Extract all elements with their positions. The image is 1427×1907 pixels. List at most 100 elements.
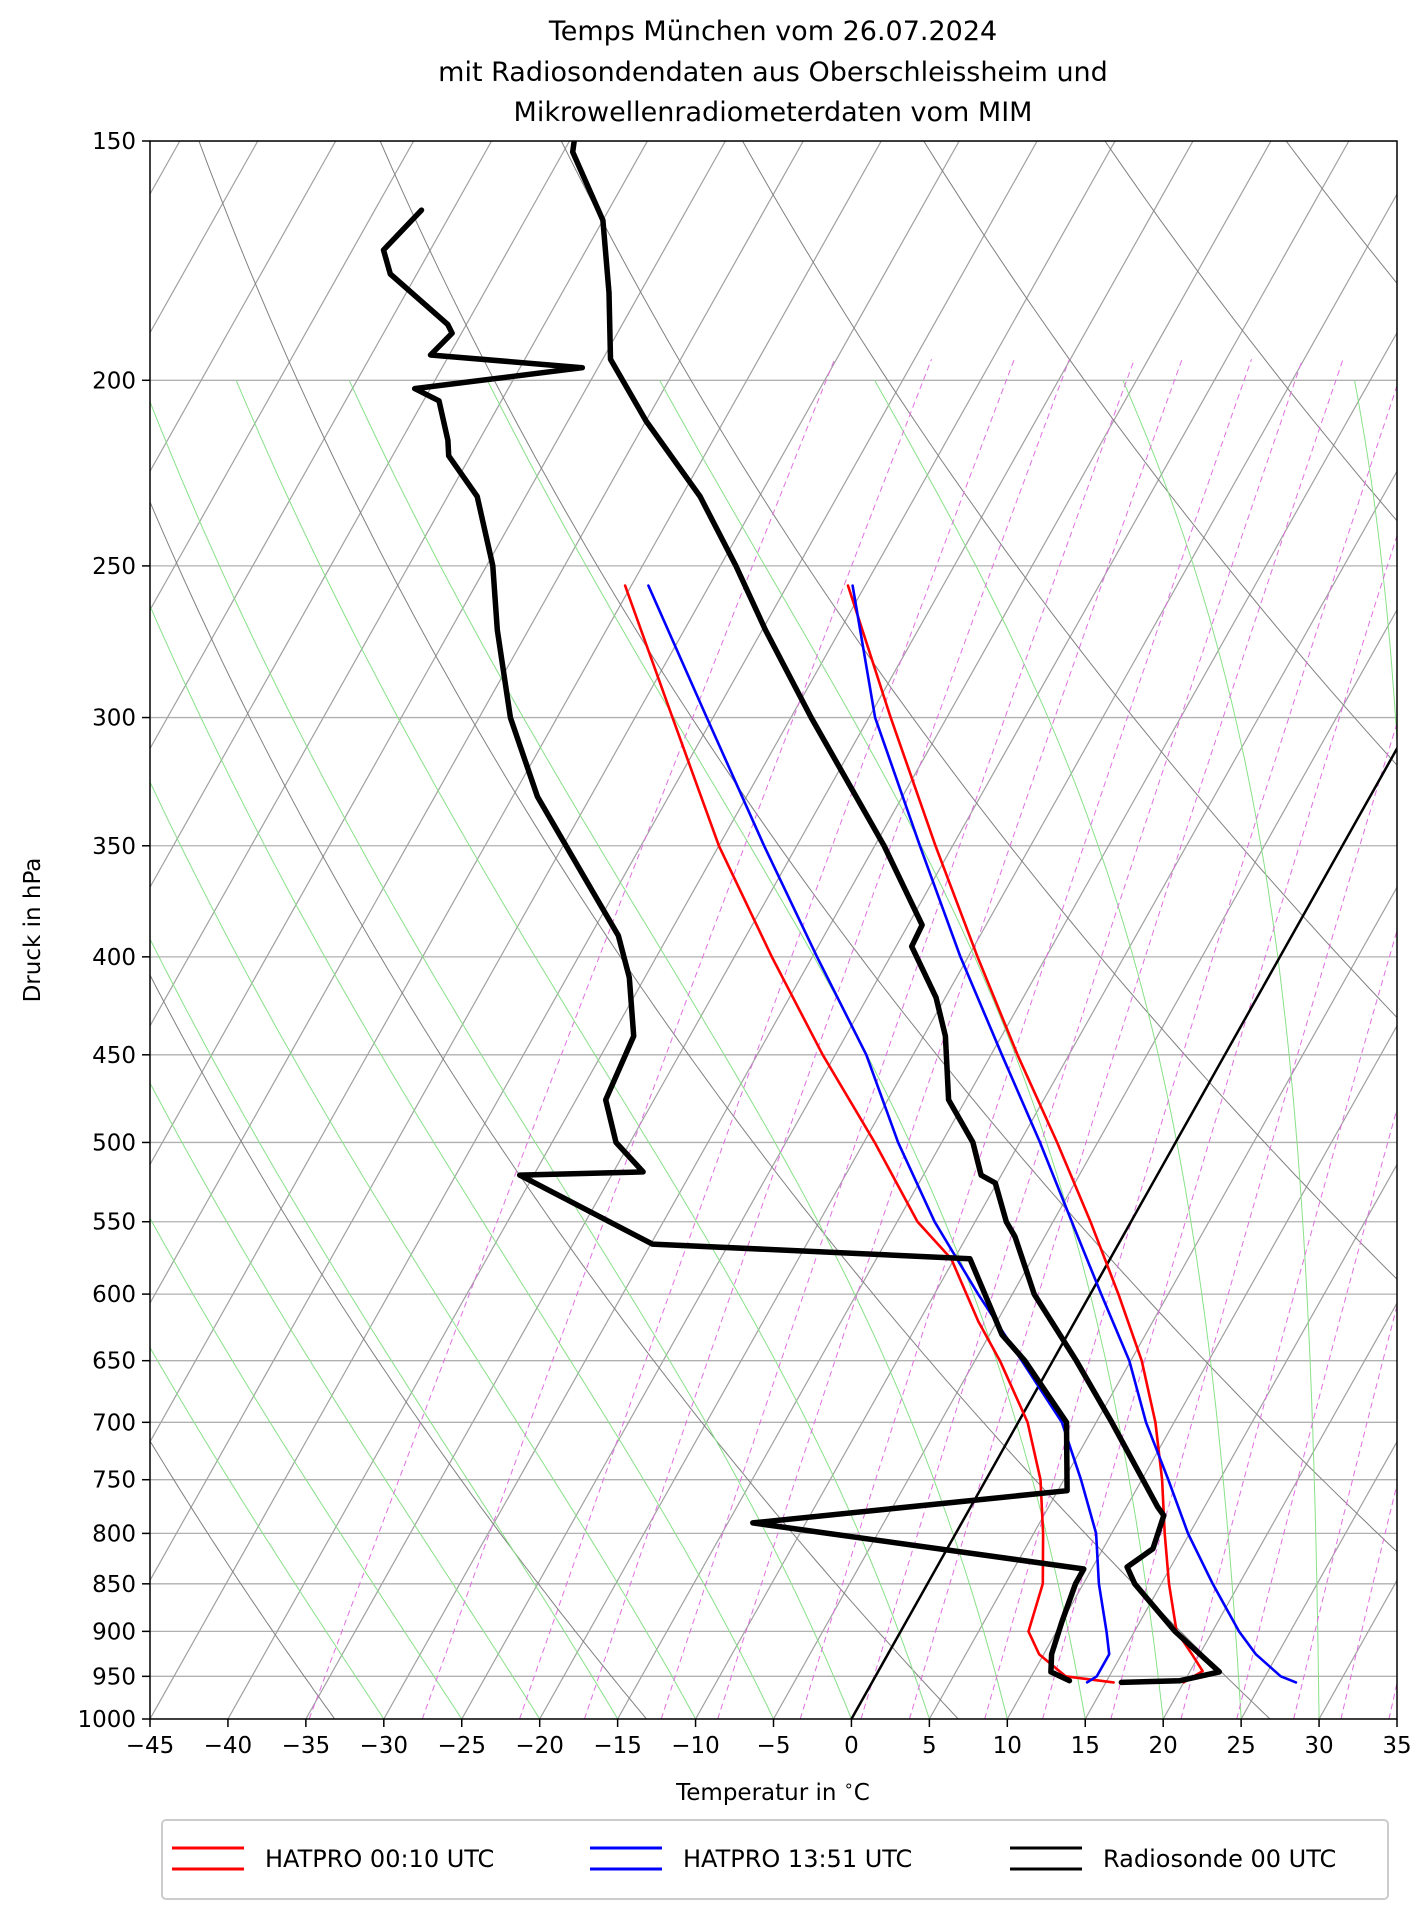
legend-label-radiosonde: Radiosonde 00 UTC: [1103, 1845, 1336, 1873]
x-tick-label: −25: [437, 1733, 486, 1759]
zero-isotherm: [850, 746, 1397, 1719]
mixing-ratio-line: [860, 359, 1303, 1719]
mixing-ratio-line: [1236, 1106, 1397, 1719]
mixing-ratio-line: [717, 359, 1183, 1719]
mixing-ratio-line: [799, 359, 1252, 1719]
y-tick-label: 700: [92, 1410, 136, 1436]
moist-adiabat: [1122, 380, 1320, 1719]
isotherm-line: [150, 141, 571, 889]
isotherm-line: [1240, 1440, 1397, 1719]
y-tick-label: 400: [92, 945, 136, 971]
isotherm-line: [150, 141, 337, 473]
y-tick-label: 850: [92, 1572, 136, 1598]
y-tick-label: 600: [92, 1282, 136, 1308]
moist-adiabat: [659, 380, 1164, 1719]
x-tick-label: 0: [844, 1733, 859, 1759]
x-tick-label: −45: [126, 1733, 175, 1759]
profile-lines: [380, 141, 1298, 1686]
isotherm-line: [539, 192, 1397, 1719]
mixing-ratio-line: [984, 384, 1397, 1719]
moist-adiabat: [486, 380, 1086, 1719]
isotherm-line: [150, 141, 882, 1443]
x-axis-label-text-a: Temperatur in: [675, 1780, 844, 1806]
isotherm-line: [1084, 1163, 1397, 1719]
y-tick-label: 550: [92, 1210, 136, 1236]
isotherm-line: [150, 141, 960, 1582]
y-tick-label: 300: [92, 706, 136, 732]
x-tick-label: 10: [993, 1733, 1022, 1759]
mixing-ratio-line: [1293, 1304, 1397, 1719]
background-lines: [150, 141, 1397, 1719]
x-tick-label: 5: [922, 1733, 937, 1759]
profile-2-temperature: [569, 141, 1223, 1686]
chart-title-line-3: Mikrowellenradiometerdaten vom MIM: [514, 97, 1033, 128]
y-axis-ticks: 1000 950 900 850 800 750 700 650 600 550 500 450 400…: [77, 129, 150, 1733]
x-tick-label: −30: [360, 1733, 409, 1759]
x-tick-label: −10: [671, 1733, 720, 1759]
isotherm-line: [617, 331, 1397, 1719]
isotherm-line: [1006, 1024, 1397, 1719]
y-tick-label: 450: [92, 1043, 136, 1069]
moist-adiabat: [150, 1081, 541, 1719]
profile-2-dewpoint: [380, 207, 1087, 1684]
y-tick-label: 500: [92, 1130, 136, 1156]
moist-adiabat: [150, 1217, 463, 1719]
dry-adiabat: [742, 141, 1397, 1019]
moist-adiabat: [150, 780, 697, 1719]
x-axis-label: Temperatur in ∘C: [675, 1776, 870, 1806]
isotherm-line: [383, 141, 1272, 1719]
x-tick-label: 35: [1382, 1733, 1411, 1759]
moist-adiabat: [150, 938, 619, 1719]
moist-adiabat: [235, 380, 930, 1719]
mixing-ratio-line: [519, 359, 1015, 1719]
isotherm-line: [305, 141, 1194, 1719]
isotherm-line: [150, 141, 726, 1166]
isotherm-line: [1396, 1717, 1397, 1719]
profile-1-dewpoint: [647, 584, 1111, 1684]
profile-0-dewpoint: [623, 584, 1115, 1684]
x-tick-label: −40: [204, 1733, 253, 1759]
moist-adiabat: [150, 604, 774, 1719]
dry-adiabat: [923, 141, 1397, 766]
mixing-ratio-line: [421, 359, 932, 1719]
legend-label-hatpro-0010: HATPRO 00:10 UTC: [265, 1845, 494, 1873]
moist-adiabat: [348, 380, 1008, 1719]
profile-1-temperature: [851, 584, 1298, 1684]
x-axis-label-text-b: C: [854, 1780, 870, 1806]
dry-adiabat: [1104, 141, 1397, 522]
y-tick-label: 950: [92, 1664, 136, 1690]
x-tick-label: 20: [1149, 1733, 1178, 1759]
x-axis-label-degree: ∘: [844, 1776, 854, 1795]
y-tick-label: 150: [92, 129, 136, 155]
legend-box: [161, 1819, 1389, 1900]
dry-adiabat: [150, 500, 959, 1719]
moist-adiabat: [150, 1346, 385, 1719]
y-tick-label: 800: [92, 1521, 136, 1547]
x-axis-ticks: −45 −40 −35 −30 −25 −20 −15 −10 −5 0 5 10 15 20 25 30 35: [126, 1719, 1412, 1759]
isotherm-line: [150, 141, 493, 750]
x-tick-label: 30: [1304, 1733, 1333, 1759]
mixing-ratio-line: [908, 359, 1344, 1719]
profile-0-temperature: [846, 584, 1204, 1684]
isotherm-line: [150, 141, 804, 1305]
mixing-ratio-line: [1042, 534, 1397, 1719]
moist-adiabat: [150, 400, 852, 1719]
mixing-ratio-line: [1388, 1681, 1397, 1719]
mixing-ratio-line: [1110, 721, 1397, 1719]
y-axis-label: Druck in hPa: [20, 858, 46, 1003]
chart-title-line-1: Temps München vom 26.07.2024: [548, 16, 997, 47]
mixing-ratio-line: [660, 359, 1135, 1719]
isotherm-line: [227, 141, 1116, 1719]
y-tick-label: 200: [92, 368, 136, 394]
y-tick-label: 900: [92, 1619, 136, 1645]
dry-adiabat: [150, 974, 647, 1719]
plot-frame: [149, 140, 1398, 1720]
isotherm-line: [150, 141, 1038, 1719]
dry-adiabat: [150, 1440, 336, 1719]
isotherm-line: [1162, 1301, 1397, 1719]
isotherm-line: [772, 608, 1397, 1719]
y-tick-label: 350: [92, 834, 136, 860]
isotherm-line: [461, 141, 1350, 1719]
isotherm-line: [928, 885, 1397, 1719]
